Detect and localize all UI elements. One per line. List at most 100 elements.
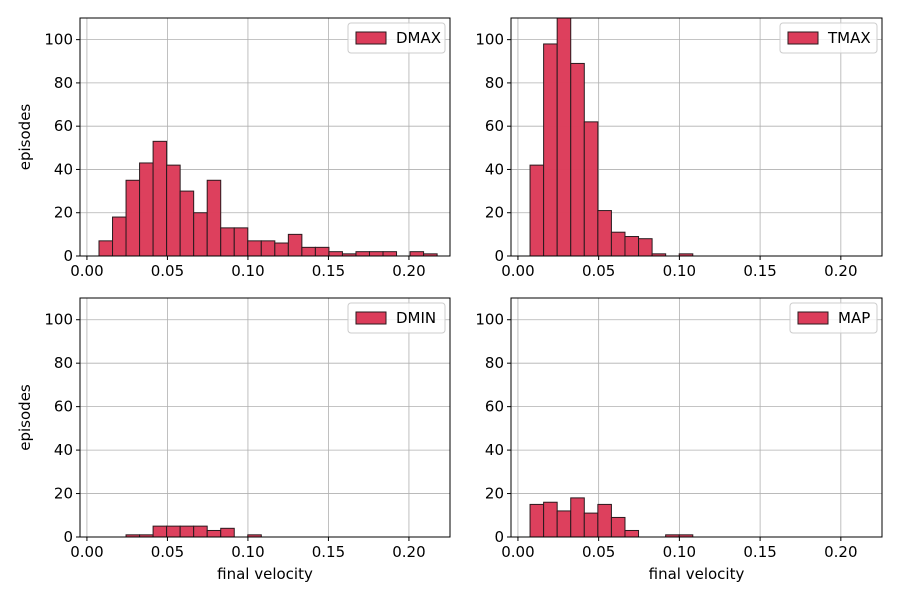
bar	[166, 525, 181, 537]
bars	[529, 497, 694, 537]
legend-box	[779, 22, 878, 54]
x-tick-label: 0.15	[743, 262, 776, 280]
bar	[382, 251, 398, 256]
y-tick-label: 60	[485, 398, 504, 416]
x-axis-label: final velocity	[649, 565, 745, 583]
legend-swatch	[355, 311, 387, 325]
bar	[125, 179, 141, 256]
subplot: 0.00 0.05 0.10 0.15 0.20 0 20 40 60 80 100 TMAX	[475, 17, 883, 280]
y-tick-label: 0	[63, 247, 73, 265]
bar	[166, 164, 181, 256]
y-tick-label: 0	[494, 247, 504, 265]
axes-frame	[79, 17, 451, 257]
legend-swatch	[355, 31, 387, 45]
y-tick-label: 80	[485, 354, 504, 372]
bar	[314, 246, 330, 256]
y-tick-label: 20	[54, 485, 73, 503]
x-tick-label: 0.00	[501, 262, 534, 280]
x-tick-label: 0.20	[824, 543, 857, 561]
bar	[570, 497, 585, 537]
legend-label: MAP	[838, 309, 870, 327]
x-tick-label: 0.10	[231, 262, 264, 280]
bar	[328, 251, 343, 256]
bar	[624, 236, 640, 256]
bar	[583, 121, 599, 256]
y-tick-label: 40	[54, 441, 73, 459]
bar	[610, 516, 626, 537]
bars	[529, 18, 694, 256]
bar	[570, 62, 585, 256]
bar	[152, 140, 168, 256]
axes-frame	[79, 297, 451, 538]
x-axis-label: final velocity	[217, 565, 313, 583]
x-tick-label: 0.15	[312, 262, 345, 280]
bar	[220, 527, 235, 537]
y-tick-label: 20	[54, 204, 73, 222]
bar	[220, 227, 235, 256]
bar	[543, 43, 558, 256]
bar	[409, 251, 425, 256]
bar	[529, 503, 545, 537]
x-tick-label: 0.15	[312, 543, 345, 561]
subplot: 0.00 0.05 0.10 0.15 0.20 0 20 40 60 80 100 MAP final…	[475, 297, 883, 583]
x-tick-label: 0.05	[151, 543, 184, 561]
x-tick-label: 0.10	[663, 543, 696, 561]
y-tick-label: 60	[54, 117, 73, 135]
bars	[98, 140, 438, 256]
bar	[651, 253, 667, 256]
legend-label: DMIN	[396, 309, 436, 327]
bar	[206, 179, 222, 256]
x-tick-label: 0.00	[70, 543, 103, 561]
bar	[179, 525, 195, 537]
bar	[529, 164, 545, 256]
y-tick-label: 80	[54, 74, 73, 92]
y-tick-label: 60	[54, 398, 73, 416]
x-tick-label: 0.10	[663, 262, 696, 280]
y-tick-label: 20	[485, 485, 504, 503]
y-tick-label: 40	[485, 160, 504, 178]
legend-label: DMAX	[396, 29, 441, 47]
y-tick-label: 40	[485, 441, 504, 459]
bar	[423, 253, 438, 256]
y-axis-label: episodes	[16, 104, 34, 171]
x-tick-label: 0.00	[501, 543, 534, 561]
subplot: 0.00 0.05 0.10 0.15 0.20 0 20 40 60 80 100 DMAX epis…	[16, 17, 451, 280]
axes-frame	[510, 297, 883, 538]
bar	[556, 18, 572, 256]
y-tick-label: 100	[44, 311, 73, 329]
y-tick-label: 60	[485, 117, 504, 135]
bar	[193, 525, 208, 537]
x-tick-label: 0.05	[151, 262, 184, 280]
bar	[287, 233, 303, 256]
y-tick-label: 40	[54, 160, 73, 178]
bar	[247, 240, 262, 256]
bar	[98, 240, 114, 256]
y-tick-label: 100	[44, 31, 73, 49]
bar	[233, 227, 249, 256]
y-tick-label: 20	[485, 204, 504, 222]
x-tick-label: 0.05	[582, 262, 615, 280]
x-tick-label: 0.10	[231, 543, 264, 561]
bar	[610, 231, 626, 256]
bar	[179, 190, 195, 256]
legend-box	[789, 302, 878, 334]
x-tick-label: 0.20	[392, 262, 425, 280]
bar	[112, 216, 127, 256]
bar	[355, 251, 370, 256]
bar	[638, 238, 653, 256]
y-tick-label: 80	[54, 354, 73, 372]
x-tick-label: 0.00	[70, 262, 103, 280]
bar	[274, 242, 289, 256]
legend-swatch	[797, 311, 829, 325]
y-axis-label: episodes	[16, 384, 34, 451]
subplot: 0.00 0.05 0.10 0.15 0.20 0 20 40 60 80 100 DMIN epis…	[16, 297, 451, 583]
bar	[543, 501, 558, 537]
legend-label: TMAX	[827, 29, 871, 47]
bar	[583, 512, 599, 537]
bar	[597, 503, 612, 537]
y-tick-label: 0	[494, 528, 504, 546]
legend-box	[347, 302, 446, 334]
bar	[260, 240, 276, 256]
y-tick-label: 0	[63, 528, 73, 546]
